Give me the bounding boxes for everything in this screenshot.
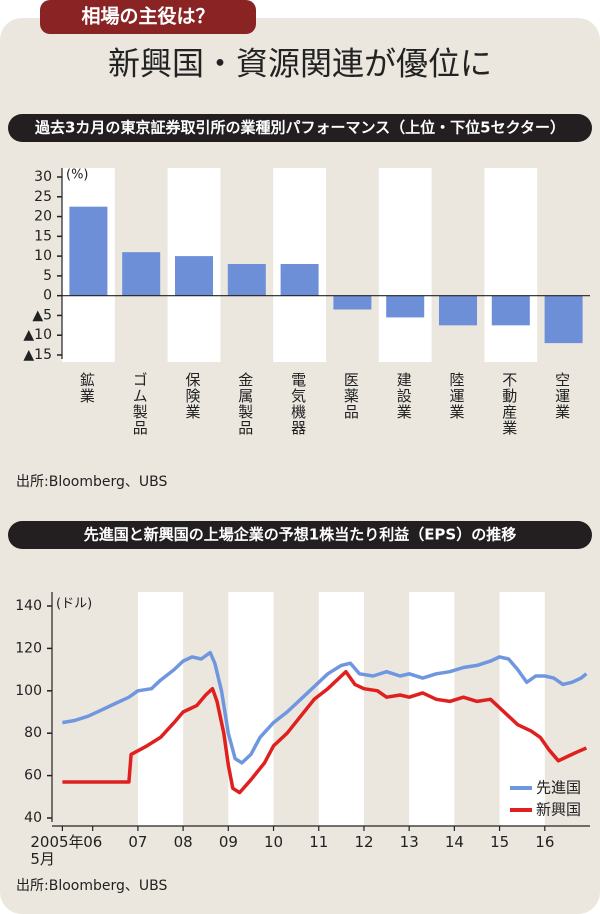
x-tick-label: 鉱業 xyxy=(77,372,96,404)
y-tick-label: 120 xyxy=(15,640,42,656)
x-tick-label: 06 xyxy=(83,833,103,851)
band xyxy=(409,592,455,826)
x-tick-label: 15 xyxy=(490,833,510,851)
x-tick-label: 11 xyxy=(309,833,329,851)
x-tick-label: 保険業 xyxy=(183,372,202,420)
y-tick-label: ▲5 xyxy=(32,307,52,323)
band xyxy=(378,168,432,362)
bar xyxy=(280,264,319,296)
y-tick-label: 80 xyxy=(24,725,42,741)
x-tick-label: 2005年 5月 xyxy=(30,833,84,868)
x-tick-label: 07 xyxy=(128,833,148,851)
y-tick-label: ▲10 xyxy=(23,327,52,343)
legend-label: 先進国 xyxy=(536,779,581,797)
bar xyxy=(544,295,583,344)
band xyxy=(318,592,364,826)
band xyxy=(137,592,184,826)
unit-label: (ドル) xyxy=(56,597,92,612)
series-line xyxy=(62,650,588,765)
x-tick-label: 16 xyxy=(535,833,555,851)
bar xyxy=(333,295,372,310)
unit-label: (%) xyxy=(66,168,89,183)
x-tick-label: 建設業 xyxy=(394,372,413,420)
x-tick-label: 10 xyxy=(264,833,284,851)
title-bar xyxy=(8,114,592,142)
source: 出所:Bloomberg、UBS xyxy=(16,878,167,894)
chart-title: 先進国と新興国の上場企業の予想1株当たり利益（EPS）の推移 xyxy=(84,526,516,544)
bar xyxy=(227,264,266,296)
chart-title: 過去3カ月の東京証券取引所の業種別パフォーマンス（上位・下位5セクター） xyxy=(34,119,565,137)
x-tick-label: 空運業 xyxy=(553,372,572,420)
y-tick-label: 40 xyxy=(24,810,42,826)
x-tick-label: 陸運業 xyxy=(447,372,466,420)
x-tick-label: 医薬品 xyxy=(341,372,360,420)
bar xyxy=(122,252,161,296)
x-tick-label: 08 xyxy=(173,833,193,851)
x-tick-label: 不動産業 xyxy=(500,372,519,436)
y-tick-label: 100 xyxy=(15,683,42,699)
legend-label: 新興国 xyxy=(536,801,581,819)
bar xyxy=(386,295,425,318)
x-tick-label: 12 xyxy=(354,833,374,851)
band xyxy=(484,168,538,362)
x-tick-label: ゴム製品 xyxy=(130,372,149,436)
bar xyxy=(69,206,108,296)
y-tick-label: 60 xyxy=(24,768,42,784)
x-tick-label: 09 xyxy=(218,833,238,851)
y-tick-label: 10 xyxy=(34,248,52,264)
main-title: 新興国・資源関連が優位に xyxy=(108,45,492,83)
y-tick-label: ▲15 xyxy=(23,347,52,363)
tag: 相場の主役は？ xyxy=(81,5,214,28)
bar xyxy=(491,295,530,326)
source: 出所:Bloomberg、UBS xyxy=(16,474,167,490)
y-tick-label: 140 xyxy=(15,598,42,614)
x-tick-label: 13 xyxy=(399,833,419,851)
y-tick-label: 15 xyxy=(34,228,52,244)
y-tick-label: 20 xyxy=(34,209,52,225)
y-tick-label: 30 xyxy=(34,169,52,185)
y-tick-label: 25 xyxy=(34,189,52,205)
y-tick-label: 5 xyxy=(43,268,52,284)
tag-box xyxy=(40,0,256,34)
x-tick-label: 金属製品 xyxy=(236,372,255,436)
x-tick-label: 14 xyxy=(444,833,464,851)
band xyxy=(228,592,274,826)
bar xyxy=(438,295,478,326)
y-tick-label: 0 xyxy=(43,288,52,304)
bar xyxy=(174,256,214,296)
x-tick-label: 電気機器 xyxy=(289,372,308,436)
series-line xyxy=(62,669,588,795)
title-bar xyxy=(8,521,592,549)
